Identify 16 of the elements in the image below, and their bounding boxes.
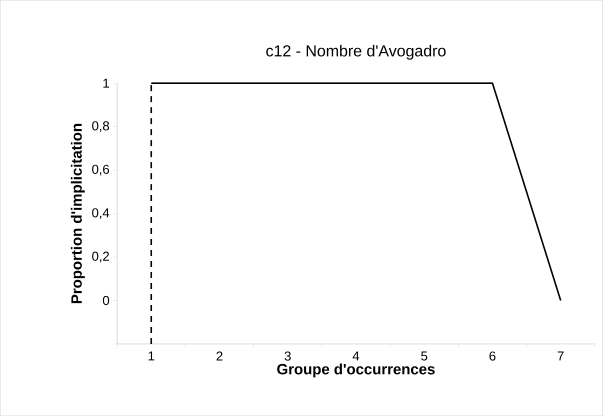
y-tick-label: 0,6 bbox=[92, 164, 110, 176]
x-tick-label: 3 bbox=[284, 351, 291, 361]
y-axis-title: Proportion d'implicitation bbox=[70, 124, 85, 304]
x-tick-label: 6 bbox=[489, 351, 496, 361]
y-tick-label: 0,8 bbox=[92, 121, 110, 132]
y-tick-label: 0,2 bbox=[92, 252, 109, 262]
chart-title: c12 - Nombre d'Avogadro bbox=[266, 44, 446, 60]
x-tick-label: 2 bbox=[216, 351, 222, 360]
y-tick-label: 0,4 bbox=[92, 208, 110, 219]
x-tick-label: 5 bbox=[421, 351, 428, 360]
x-tick-label: 1 bbox=[148, 351, 154, 360]
x-tick-label: 7 bbox=[558, 351, 564, 360]
x-axis-title: Groupe d'occurrences bbox=[277, 363, 435, 378]
x-tick-label: 4 bbox=[352, 351, 360, 360]
y-tick-label: 0 bbox=[102, 296, 110, 306]
y-tick-label: 1 bbox=[103, 78, 109, 88]
